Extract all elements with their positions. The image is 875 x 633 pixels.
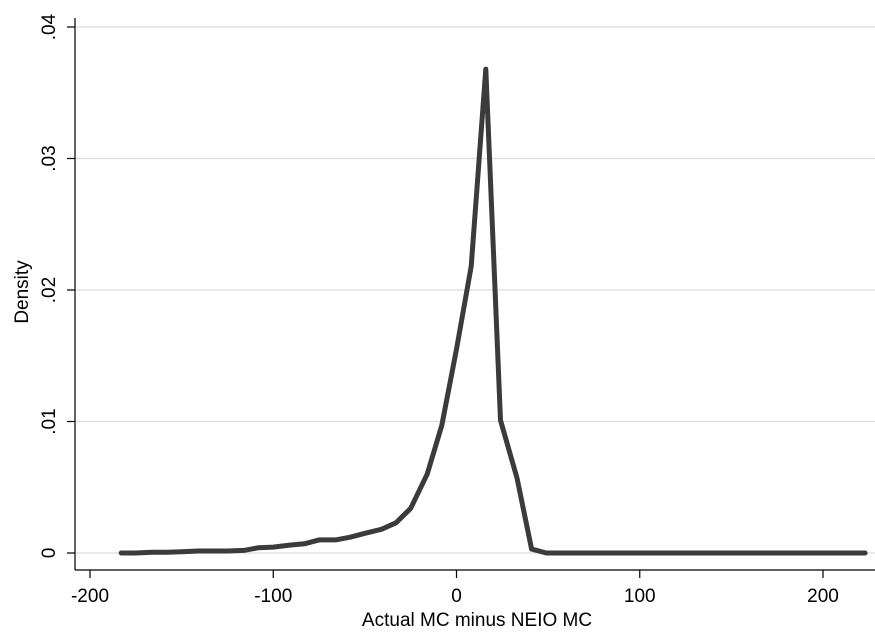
series-layer <box>118 66 868 556</box>
x-tick-label: 100 <box>624 586 656 607</box>
y-tick-label: .02 <box>39 277 60 303</box>
x-axis-title: Actual MC minus NEIO MC <box>362 610 592 631</box>
y-tick-label: .01 <box>39 408 60 434</box>
density-line <box>118 66 868 556</box>
y-axis-title: Density <box>12 260 33 324</box>
y-tick-label: .03 <box>39 145 60 171</box>
x-ticks: -200 -100 0 100 200 <box>71 570 839 607</box>
y-tick-label: 0 <box>39 548 60 559</box>
y-ticks: 0 .01 .02 .03 .04 <box>39 13 75 558</box>
gridlines <box>75 26 875 554</box>
x-tick-label: 0 <box>451 586 462 607</box>
axes <box>74 18 875 571</box>
x-tick-label: -100 <box>254 586 292 607</box>
y-tick-label: .04 <box>39 13 60 40</box>
x-tick-label: -200 <box>71 586 109 607</box>
x-tick-label: 200 <box>807 586 839 607</box>
